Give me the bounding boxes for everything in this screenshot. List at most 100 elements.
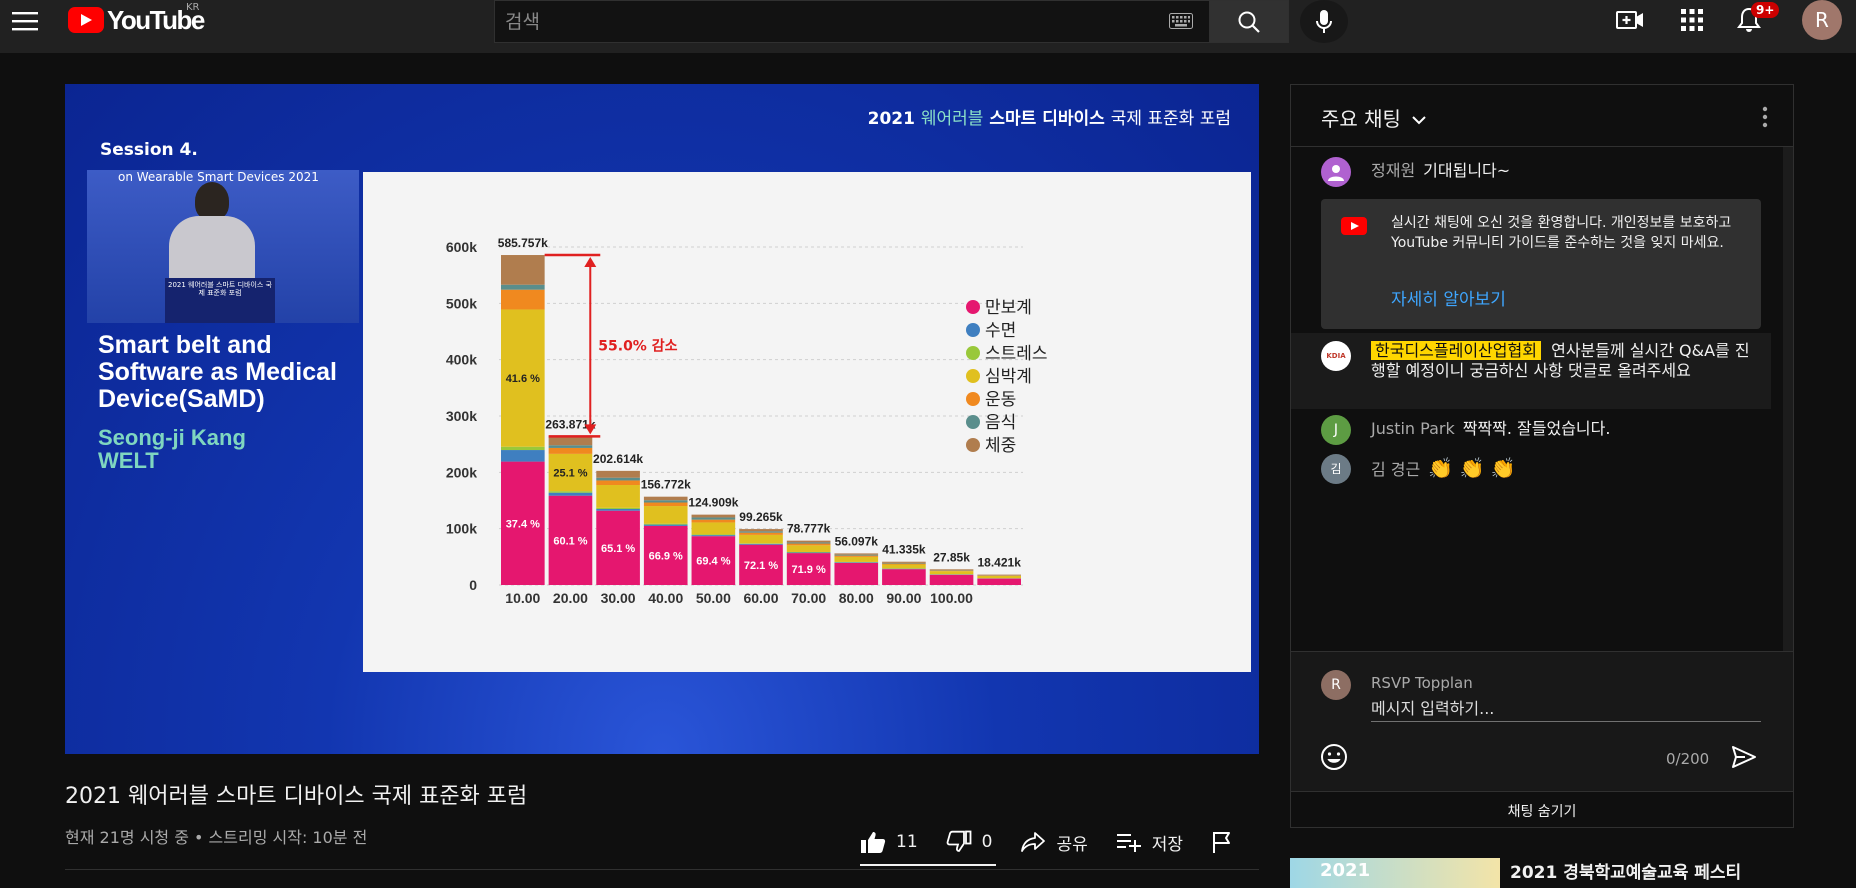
bar-segment <box>643 524 688 526</box>
bar-segment <box>501 255 545 285</box>
bar-segment <box>739 543 783 545</box>
slide-header-part1: 웨어러블 <box>920 109 984 129</box>
slide-header-part3: 국제 표준화 포럼 <box>1110 109 1231 129</box>
mic-button[interactable] <box>1300 0 1348 43</box>
video-player[interactable]: 2021 웨어러블 스마트 디바이스 국제 표준화 포럼 2021 웨어러블 스… <box>65 84 1259 754</box>
report-button[interactable] <box>1211 830 1243 854</box>
bar-segment <box>977 578 1021 585</box>
bar-segment <box>834 556 879 562</box>
chat-author[interactable]: 한국디스플레이산업협회 <box>1371 341 1541 360</box>
chat-author[interactable]: 정재원 <box>1371 161 1416 180</box>
user-avatar: J <box>1321 415 1351 445</box>
like-count: 11 <box>896 832 918 852</box>
chevron-down-icon <box>1412 116 1427 125</box>
chat-author[interactable]: 김 경근 <box>1371 460 1421 479</box>
y-tick-label: 600k <box>446 239 477 255</box>
chat-text: 기대됩니다~ <box>1423 161 1511 180</box>
save-label: 저장 <box>1151 834 1184 855</box>
dislike-button[interactable]: 0 <box>946 830 992 854</box>
segment-label: 65.1 % <box>601 543 635 555</box>
speaker-name: Seong-ji Kang <box>98 425 246 450</box>
bar-segment <box>596 507 640 509</box>
chat-text: 짝짝짝. 잘들었습니다. <box>1462 419 1611 438</box>
stacked-bar-chart: 0 100k 200k 300k 400k 500k 600k 37.4 % 41.6 % 585… <box>446 236 1048 606</box>
total-label: 41.335k <box>882 543 926 557</box>
legend-label: 체중 <box>985 436 1016 456</box>
emoji-icon[interactable] <box>1319 742 1349 772</box>
legend-label: 운동 <box>985 390 1016 410</box>
segment-label: 71.9 % <box>792 564 826 576</box>
hide-chat-button[interactable]: 채팅 숨기기 <box>1291 791 1793 829</box>
search-input[interactable] <box>505 1 1145 42</box>
slide-header-year: 2021 <box>867 109 915 129</box>
bar-segment <box>834 553 879 555</box>
top-bar: YouTube KR 9+ R <box>0 0 1856 53</box>
segment-label: 37.4 % <box>506 518 540 530</box>
recommendation-thumbnail[interactable]: 2021 <box>1290 858 1500 888</box>
apps-button[interactable] <box>1675 4 1709 36</box>
keyboard-icon[interactable] <box>1168 12 1194 30</box>
bar-segment <box>643 496 688 501</box>
bar-segment <box>786 540 831 543</box>
kdia-avatar: KDIA <box>1321 341 1351 371</box>
bar-segment <box>691 535 736 537</box>
total-label: 78.777k <box>787 522 831 536</box>
search-button[interactable] <box>1209 0 1289 43</box>
bar-segment <box>929 570 974 572</box>
bar-segment <box>691 517 736 520</box>
recommendation-title[interactable]: 2021 경북학교예술교육 페스티 <box>1510 863 1742 883</box>
bar-segment <box>739 543 783 544</box>
slide-header: 2021 웨어러블 스마트 디바이스 국제 표준화 포럼 <box>868 104 1231 129</box>
learn-more-link[interactable]: 자세히 알아보기 <box>1391 290 1506 310</box>
legend-label: 음식 <box>985 413 1016 433</box>
thumb-text: 2021 <box>1320 860 1371 881</box>
flag-icon <box>1213 832 1231 853</box>
legend-marker <box>966 346 980 360</box>
bar-segment <box>834 554 879 556</box>
bar-segment <box>548 436 593 446</box>
chat-message: 정재원 기대됩니다~ <box>1321 157 1761 187</box>
thumbs-down-icon <box>946 830 972 852</box>
notification-badge: 9+ <box>1751 2 1780 18</box>
bar-segment <box>977 574 1021 576</box>
session-label: Session 4. <box>100 140 198 160</box>
share-button[interactable]: 공유 <box>1020 830 1088 855</box>
speaker-head <box>195 182 229 220</box>
chat-author[interactable]: Justin Park <box>1371 419 1455 438</box>
bar-segment <box>691 536 736 585</box>
x-tick-label: 100.00 <box>930 590 973 606</box>
total-label: 99.265k <box>739 510 783 524</box>
like-button[interactable]: 11 <box>860 830 918 854</box>
bar-segment <box>596 510 640 585</box>
legend-marker <box>966 323 980 337</box>
y-tick-label: 100k <box>446 521 477 537</box>
bar-segment <box>739 534 783 544</box>
total-label: 124.909k <box>688 496 738 510</box>
x-tick-label: 30.00 <box>601 590 636 606</box>
x-tick-label: 10.00 <box>505 590 540 606</box>
speaker-body <box>169 216 255 286</box>
country-code: KR <box>186 2 200 13</box>
send-icon[interactable] <box>1729 742 1759 772</box>
account-avatar[interactable]: R <box>1802 0 1842 40</box>
bar-segment <box>548 495 593 585</box>
total-label: 202.614k <box>593 452 643 466</box>
video-meta: 현재 21명 시청 중 • 스트리밍 시작: 10분 전 <box>65 828 368 847</box>
chat-message-input[interactable] <box>1371 696 1761 722</box>
total-label: 263.871k <box>545 417 595 431</box>
bar-segment <box>929 569 974 571</box>
bar-segment <box>929 571 974 575</box>
chat-text: 👏 👏 👏 <box>1428 456 1516 480</box>
create-video-button[interactable] <box>1613 4 1647 36</box>
bar-segment <box>643 500 688 503</box>
chat-mode-dropdown[interactable]: 주요 채팅 <box>1321 103 1427 132</box>
slide-header-part2: 스마트 디바이스 <box>989 109 1105 129</box>
save-button[interactable]: 저장 <box>1116 830 1183 855</box>
more-options-icon[interactable] <box>1751 103 1779 131</box>
mic-icon <box>1316 9 1332 33</box>
video-actions: 11 0 공유 저장 <box>860 824 1271 860</box>
youtube-logo[interactable]: YouTube <box>68 5 205 35</box>
legend-label: 심박계 <box>985 367 1032 387</box>
chat-scrollbar[interactable] <box>1783 147 1793 651</box>
menu-icon[interactable] <box>10 6 40 36</box>
